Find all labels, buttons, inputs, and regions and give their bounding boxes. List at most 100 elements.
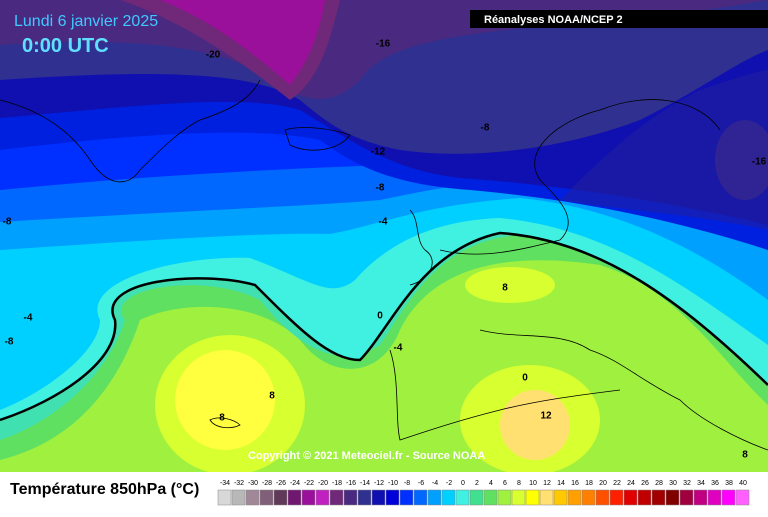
scale-label: 38 — [725, 480, 733, 487]
color-scale: -34 -32 -30 -28 -26 -24 -22 -20 -18 -16 -14 -12 -10-… — [217, 480, 750, 506]
contour-label: -4 — [394, 343, 403, 354]
scale-label: 36 — [711, 480, 719, 487]
scale-label: 18 — [585, 480, 593, 487]
contour-label: 8 — [502, 283, 508, 294]
contour-label: -4 — [379, 217, 388, 228]
scale-label: -20 — [318, 480, 328, 487]
scale-label: -34 — [220, 480, 230, 487]
zero-isotherm — [0, 231, 768, 422]
scale-swatch — [455, 489, 470, 506]
scale-swatch — [399, 489, 414, 506]
scale-swatch — [413, 489, 428, 506]
scale-swatch — [441, 489, 456, 506]
contour-label: -12 — [371, 147, 386, 158]
scale-swatch — [301, 489, 316, 506]
contour-label: -8 — [5, 337, 14, 348]
scale-swatch — [623, 489, 638, 506]
scale-swatch — [525, 489, 540, 506]
scale-label: -22 — [304, 480, 314, 487]
contour-label: 8 — [742, 450, 748, 461]
contour-label: -16 — [752, 157, 767, 168]
scale-label: 16 — [571, 480, 579, 487]
scale-swatch — [707, 489, 722, 506]
scale-label: -18 — [332, 480, 342, 487]
contour-label: 8 — [219, 413, 225, 424]
scale-label: 2 — [475, 480, 479, 487]
scale-label: 4 — [489, 480, 493, 487]
scale-swatch — [231, 489, 246, 506]
scale-label: 34 — [697, 480, 705, 487]
scale-swatch — [245, 489, 260, 506]
contour-label: 0 — [522, 373, 528, 384]
source-label: Réanalyses NOAA/NCEP 2 — [484, 14, 623, 26]
scale-label: -26 — [276, 480, 286, 487]
map-date: Lundi 6 janvier 2025 — [14, 13, 158, 30]
scale-swatch — [637, 489, 652, 506]
source-box — [470, 10, 768, 28]
legend-title: Température 850hPa (°C) — [10, 481, 199, 498]
scale-label: -8 — [404, 480, 410, 487]
scale-label: 30 — [669, 480, 677, 487]
contour-label: -8 — [3, 217, 12, 228]
scale-swatch — [343, 489, 358, 506]
scale-label: 20 — [599, 480, 607, 487]
scale-label: -16 — [346, 480, 356, 487]
scale-swatch — [735, 489, 750, 506]
scale-swatch — [567, 489, 582, 506]
coastlines — [0, 79, 768, 451]
scale-swatch — [483, 489, 498, 506]
scale-swatch — [539, 489, 554, 506]
scale-swatch — [553, 489, 568, 506]
scale-label: 32 — [683, 480, 691, 487]
copyright: Copyright © 2021 Meteociel.fr - Source N… — [248, 450, 485, 462]
contour-label: 8 — [269, 391, 275, 402]
scale-swatch — [609, 489, 624, 506]
scale-swatch — [315, 489, 330, 506]
scale-label: 22 — [613, 480, 621, 487]
scale-swatch — [217, 489, 232, 506]
scale-label: -2 — [446, 480, 452, 487]
contour-label: -16 — [376, 39, 391, 50]
scale-swatch — [329, 489, 344, 506]
scale-swatch — [427, 489, 442, 506]
scale-label: 40 — [739, 480, 747, 487]
scale-label: -10 — [388, 480, 398, 487]
scale-label: -24 — [290, 480, 300, 487]
contour-label: 12 — [540, 411, 552, 422]
scale-label: 24 — [627, 480, 635, 487]
scale-swatch — [665, 489, 680, 506]
contour-labels: -20 -16 -8 -12 -8 -4 -16 -8 -4 -8 0 -4 8… — [3, 39, 767, 461]
scale-swatch — [679, 489, 694, 506]
scale-swatch — [595, 489, 610, 506]
scale-label: 28 — [655, 480, 663, 487]
scale-label: 14 — [557, 480, 565, 487]
scale-swatch — [273, 489, 288, 506]
scale-label: -4 — [432, 480, 438, 487]
scale-label: 10 — [529, 480, 537, 487]
scale-swatch — [371, 489, 386, 506]
scale-label: -14 — [360, 480, 370, 487]
map-time: 0:00 UTC — [22, 35, 109, 57]
scale-label: 6 — [503, 480, 507, 487]
scale-swatch — [721, 489, 736, 506]
contour-label: -4 — [24, 313, 33, 324]
temperature-field — [0, 0, 768, 475]
scale-label: 26 — [641, 480, 649, 487]
scale-label: 12 — [543, 480, 551, 487]
scale-label: -32 — [234, 480, 244, 487]
scale-label: 0 — [461, 480, 465, 487]
scale-swatch — [581, 489, 596, 506]
scale-label: -28 — [262, 480, 272, 487]
scale-label: 8 — [517, 480, 521, 487]
scale-label: -6 — [418, 480, 424, 487]
contour-label: -8 — [481, 123, 490, 134]
scale-swatch — [385, 489, 400, 506]
scale-swatch — [469, 489, 484, 506]
scale-swatch — [511, 489, 526, 506]
scale-swatch — [651, 489, 666, 506]
scale-swatch — [693, 489, 708, 506]
contour-label: 0 — [377, 311, 383, 322]
scale-swatch — [357, 489, 372, 506]
